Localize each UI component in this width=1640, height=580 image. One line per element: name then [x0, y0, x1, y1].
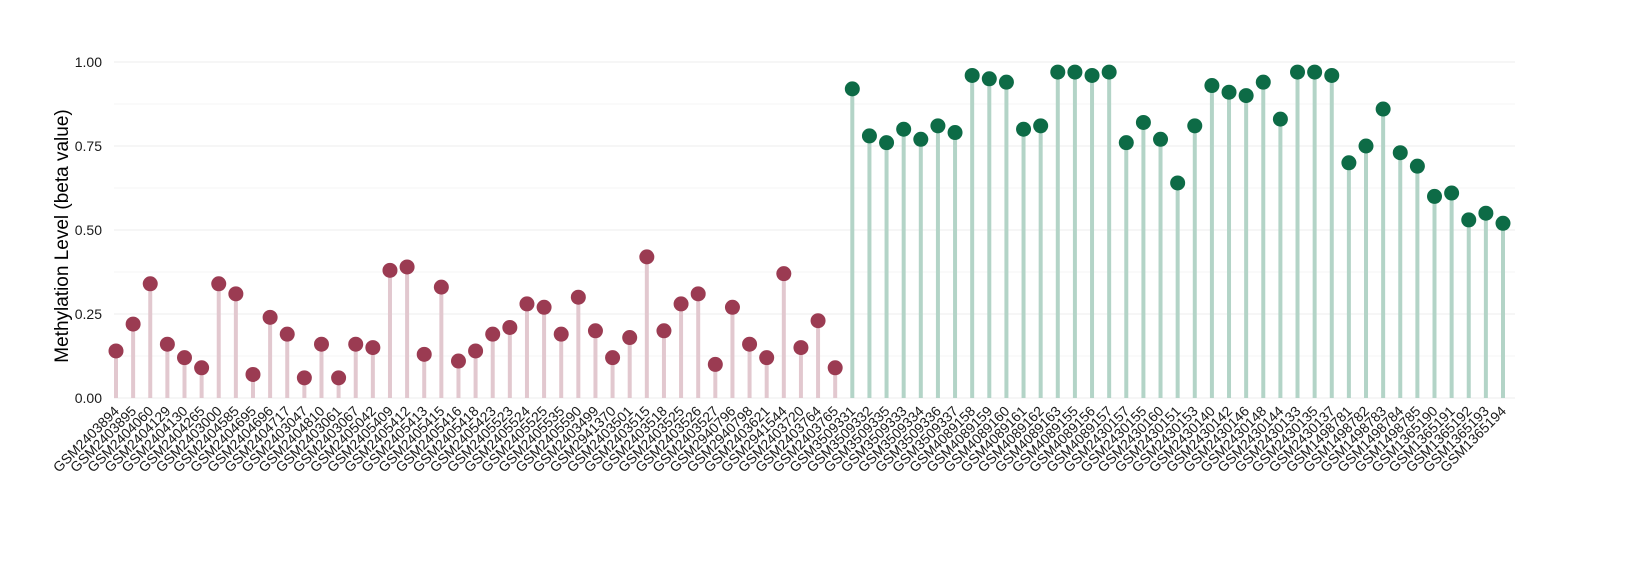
data-point: [605, 350, 621, 366]
data-point: [1033, 118, 1049, 134]
data-point: [279, 326, 295, 342]
data-point: [365, 340, 381, 356]
data-point: [450, 353, 466, 369]
data-point: [331, 370, 347, 386]
data-point: [108, 343, 124, 359]
data-point: [125, 316, 141, 332]
data-point: [861, 128, 877, 144]
data-point: [724, 299, 740, 315]
data-point: [399, 259, 415, 275]
data-point: [1238, 88, 1254, 104]
data-point: [211, 276, 227, 292]
y-tick-label: 0.25: [75, 306, 102, 322]
data-point: [416, 346, 432, 362]
data-point: [964, 67, 980, 83]
grid-lines: [114, 61, 1515, 399]
data-point: [1067, 64, 1083, 80]
data-point: [245, 366, 261, 382]
data-point: [1187, 118, 1203, 134]
data-point: [913, 131, 929, 147]
data-point: [142, 276, 158, 292]
data-point: [742, 336, 758, 352]
y-tick-label: 1.00: [75, 54, 102, 70]
data-point: [296, 370, 312, 386]
data-point: [1341, 155, 1357, 171]
data-point: [313, 336, 329, 352]
data-point: [896, 121, 912, 137]
data-point: [1409, 158, 1425, 174]
data-point: [194, 360, 210, 376]
data-point: [485, 326, 501, 342]
data-point: [639, 249, 655, 265]
data-point: [793, 340, 809, 356]
data-point: [1290, 64, 1306, 80]
data-point: [1170, 175, 1186, 191]
y-axis-ticks: 0.00 0.25 0.50 0.75 1.00: [75, 54, 102, 406]
data-point: [1255, 74, 1271, 90]
data-point: [468, 343, 484, 359]
data-point: [159, 336, 175, 352]
y-tick-label: 0.75: [75, 138, 102, 154]
data-point: [382, 262, 398, 278]
data-point: [1221, 84, 1237, 100]
lollipop-points: [108, 64, 1511, 386]
data-point: [1084, 67, 1100, 83]
data-point: [690, 286, 706, 302]
data-point: [553, 326, 569, 342]
data-point: [1495, 215, 1511, 231]
data-point: [536, 299, 552, 315]
data-point: [930, 118, 946, 134]
data-point: [176, 350, 192, 366]
data-point: [1135, 114, 1151, 130]
data-point: [1324, 67, 1340, 83]
data-point: [1444, 185, 1460, 201]
data-point: [1016, 121, 1032, 137]
y-tick-label: 0.00: [75, 390, 102, 406]
y-tick-label: 0.50: [75, 222, 102, 238]
data-point: [228, 286, 244, 302]
data-point: [776, 266, 792, 282]
y-axis-label: Methylation Level (beta value): [52, 109, 73, 362]
x-axis-ticks: GSM2403894GSM2403895GSM2404060GSM2404129…: [50, 403, 1510, 476]
data-point: [1272, 111, 1288, 127]
data-point: [433, 279, 449, 295]
data-point: [519, 296, 535, 312]
data-point: [981, 71, 997, 87]
data-point: [707, 356, 723, 372]
data-point: [1375, 101, 1391, 117]
data-point: [1101, 64, 1117, 80]
data-point: [1307, 64, 1323, 80]
data-point: [622, 330, 638, 346]
data-point: [348, 336, 364, 352]
data-point: [998, 74, 1014, 90]
data-point: [1358, 138, 1374, 154]
data-point: [1118, 135, 1134, 151]
data-point: [1461, 212, 1477, 228]
data-point: [759, 350, 775, 366]
data-point: [1204, 78, 1220, 94]
data-point: [1427, 188, 1443, 204]
data-point: [827, 360, 843, 376]
data-point: [1392, 145, 1408, 161]
data-point: [1050, 64, 1066, 80]
data-point: [656, 323, 672, 339]
data-point: [1478, 205, 1494, 221]
data-point: [844, 81, 860, 97]
data-point: [673, 296, 689, 312]
data-point: [502, 319, 518, 335]
data-point: [262, 309, 278, 325]
data-point: [879, 135, 895, 151]
data-point: [810, 313, 826, 329]
data-point: [1153, 131, 1169, 147]
data-point: [947, 125, 963, 141]
data-point: [570, 289, 586, 305]
data-point: [587, 323, 603, 339]
